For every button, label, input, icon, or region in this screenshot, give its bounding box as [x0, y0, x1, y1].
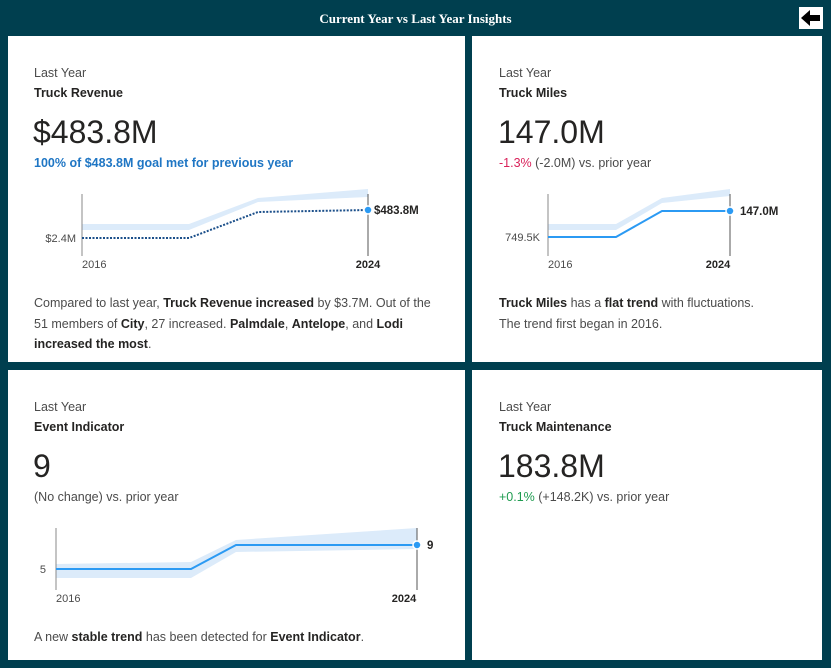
card-event-indicator[interactable]: Last Year Event Indicator 9 (No change) … — [8, 370, 465, 660]
confidence-band — [548, 189, 730, 230]
back-button[interactable] — [799, 7, 823, 29]
trend-line — [82, 209, 369, 239]
metric-value: 147.0M — [498, 114, 605, 150]
arrow-left-icon — [801, 10, 820, 26]
start-value-label: $2.4M — [45, 233, 76, 245]
end-value-label: 147.0M — [740, 206, 778, 218]
change-percent: -1.3% — [499, 156, 532, 170]
card-truck-revenue[interactable]: Last Year Truck Revenue $483.8M 100% of … — [8, 36, 465, 362]
confidence-band — [56, 528, 417, 578]
metric-name: Truck Revenue — [34, 86, 123, 100]
metric-name: Truck Maintenance — [499, 420, 612, 434]
start-value-label: 5 — [40, 564, 46, 576]
change-text: (No change) vs. prior year — [34, 490, 179, 504]
goal-status: 100% of $483.8M goal met for previous ye… — [34, 156, 294, 170]
period-label: Last Year — [34, 66, 87, 80]
metric-name: Truck Miles — [499, 86, 568, 100]
end-value-label: $483.8M — [374, 205, 419, 217]
x-end-label: 2024 — [706, 259, 731, 271]
change-text: -1.3% (-2.0M) vs. prior year — [499, 156, 652, 170]
change-percent: +0.1% — [499, 490, 535, 504]
confidence-band — [82, 189, 368, 230]
x-start-label: 2016 — [56, 593, 80, 605]
sparkline-chart[interactable]: $483.8M $2.4M 2016 2024 — [8, 186, 465, 276]
metric-name: Event Indicator — [34, 420, 125, 434]
narrative-text: Compared to last year, Truck Revenue inc… — [34, 296, 431, 351]
trend-line — [56, 544, 417, 570]
period-label: Last Year — [499, 400, 552, 414]
page-title: Current Year vs Last Year Insights — [319, 11, 512, 26]
end-value-label: 9 — [427, 540, 433, 552]
metric-value: $483.8M — [33, 114, 158, 150]
end-point — [363, 205, 373, 215]
x-end-label: 2024 — [392, 593, 417, 605]
x-start-label: 2016 — [82, 259, 106, 271]
change-text: +0.1% (+148.2K) vs. prior year — [499, 490, 670, 504]
narrative-text: A new stable trend has been detected for… — [34, 630, 365, 644]
trend-line — [548, 210, 730, 238]
period-label: Last Year — [34, 400, 87, 414]
sparkline-chart[interactable]: 147.0M 749.5K 2016 2024 — [472, 186, 822, 276]
end-point — [725, 206, 735, 216]
start-value-label: 749.5K — [505, 232, 541, 244]
period-label: Last Year — [499, 66, 552, 80]
card-truck-miles[interactable]: Last Year Truck Miles 147.0M -1.3% (-2.0… — [472, 36, 822, 362]
x-end-label: 2024 — [356, 259, 381, 271]
metric-value: 9 — [33, 448, 51, 484]
x-start-label: 2016 — [548, 259, 572, 271]
card-truck-maintenance[interactable]: Last Year Truck Maintenance 183.8M +0.1%… — [472, 370, 822, 660]
top-bar: Current Year vs Last Year Insights — [0, 0, 831, 36]
narrative-text: Truck Miles has a flat trend with fluctu… — [499, 296, 754, 331]
sparkline-chart[interactable]: 9 5 2016 2024 — [8, 520, 465, 610]
metric-value: 183.8M — [498, 448, 605, 484]
end-point — [412, 540, 422, 550]
